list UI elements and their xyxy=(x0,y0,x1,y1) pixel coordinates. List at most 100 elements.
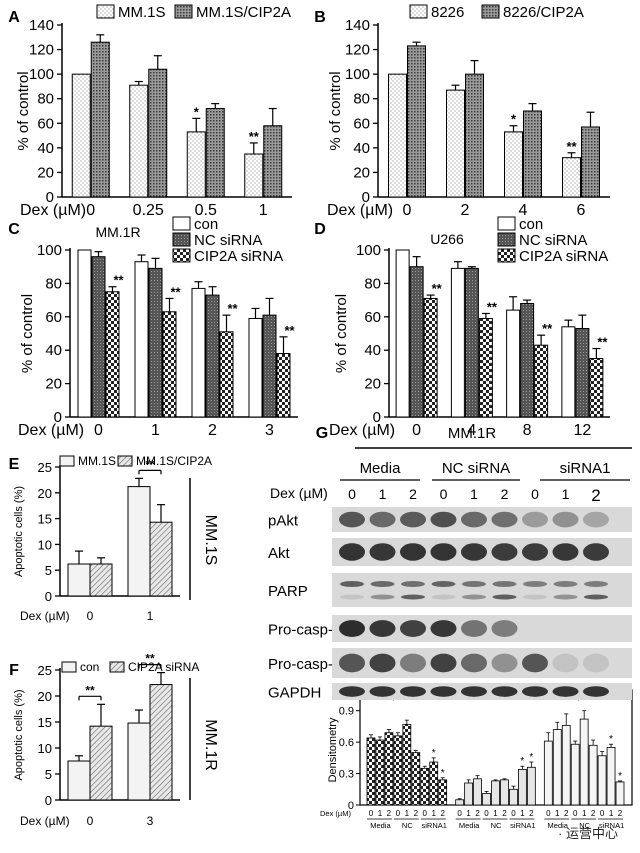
significance-stars: ** xyxy=(542,321,553,336)
y-tick-label: 60 xyxy=(37,115,54,132)
bar xyxy=(562,157,581,198)
bar xyxy=(570,743,580,806)
x-tick-label: 0 xyxy=(87,609,94,623)
dex-label: Dex (µM) xyxy=(270,485,328,501)
blot-row-label: GAPDH xyxy=(268,685,321,702)
y-tick-label: 0.6 xyxy=(339,737,354,749)
y-tick-label: 60 xyxy=(364,309,381,326)
y-tick-label: 20 xyxy=(37,164,54,181)
bar xyxy=(478,317,493,418)
x-tick-label: 0 xyxy=(403,202,412,219)
x-axis-label: Dex (µM) xyxy=(329,422,395,439)
blot-group-label: Media xyxy=(360,460,402,477)
significance-stars: ** xyxy=(145,652,155,666)
y-tick-label: 140 xyxy=(29,17,54,34)
blot-band xyxy=(339,620,365,637)
blot-band xyxy=(522,653,548,673)
blot-row-label: Pro-casp-9 xyxy=(268,656,341,673)
y-tick-label: 0 xyxy=(46,189,54,206)
blot-band xyxy=(552,511,579,528)
panel-letter: F xyxy=(9,662,19,679)
bar xyxy=(407,45,426,198)
bar xyxy=(597,755,607,806)
y-tick-label: 20 xyxy=(45,376,62,393)
bar xyxy=(450,267,465,418)
blot-band xyxy=(430,620,457,637)
panel-letter: D xyxy=(314,221,326,238)
subgroup-label: NC xyxy=(491,821,502,830)
bar xyxy=(552,729,562,806)
bar xyxy=(366,737,376,806)
blot-band xyxy=(400,511,426,528)
dose-label: 1 xyxy=(405,809,410,818)
blot-band xyxy=(552,653,579,673)
y-tick-label: 100 xyxy=(345,66,370,83)
bar xyxy=(149,521,173,597)
bar xyxy=(262,314,277,418)
blot-band xyxy=(584,594,608,600)
y-tick-label: 20 xyxy=(38,486,52,501)
blot-group-label: NC siRNA xyxy=(442,460,510,477)
blot-band xyxy=(430,653,457,673)
x-tick-label: 4 xyxy=(467,422,476,439)
dose-label: 2 xyxy=(502,809,507,818)
significance-stars: * xyxy=(511,112,517,127)
dose-label: 0 xyxy=(457,809,462,818)
legend-swatch xyxy=(172,248,191,263)
blot-band xyxy=(552,686,579,697)
cell-line-title: MM.1R xyxy=(448,425,497,442)
legend-swatch xyxy=(172,232,191,247)
bar xyxy=(263,125,283,198)
significance-star: * xyxy=(441,768,445,779)
blot-band xyxy=(461,511,487,528)
bar xyxy=(105,291,120,418)
bar xyxy=(402,723,412,806)
dose-label: 1 xyxy=(520,809,525,818)
significance-stars: ** xyxy=(487,299,498,314)
blot-band xyxy=(431,581,456,587)
y-tick-label: 80 xyxy=(37,91,54,108)
dose-label: 0 xyxy=(423,809,428,818)
blot-band xyxy=(430,686,457,697)
x-tick-label: 8 xyxy=(523,422,532,439)
panel-letter: C xyxy=(8,221,20,238)
y-tick-label: 80 xyxy=(45,275,62,292)
y-axis-label: Apoptotic cells (%) xyxy=(13,486,25,577)
bar xyxy=(67,760,91,801)
blot-band xyxy=(401,581,425,587)
legend-label: NC siRNA xyxy=(194,232,262,249)
bar xyxy=(520,302,535,418)
y-tick-label: 0 xyxy=(45,793,52,808)
chart-panel-e: E 0 5 10 15 20 25 Apoptotic cells (%) Dex (µM) 0 1… xyxy=(9,454,219,623)
legend-swatch xyxy=(481,4,500,19)
x-tick-label: 1 xyxy=(151,422,160,439)
bar xyxy=(534,344,549,418)
bar xyxy=(420,767,430,806)
y-tick-label: 140 xyxy=(345,17,370,34)
significance-stars: * xyxy=(194,104,200,119)
legend-label: CIP2A siRNA xyxy=(194,248,283,265)
dose-label: 1 xyxy=(493,809,498,818)
bar xyxy=(395,249,410,418)
y-axis-label: Densitometry xyxy=(327,717,339,782)
x-axis-label: Dex (µM) xyxy=(20,609,70,623)
bar xyxy=(219,331,234,418)
dose-label: 2 xyxy=(387,809,392,818)
y-tick-label: 100 xyxy=(29,66,54,83)
bar xyxy=(465,73,484,198)
blot-band xyxy=(369,543,396,561)
bar xyxy=(464,782,473,806)
bar xyxy=(606,746,616,806)
blot-band xyxy=(461,543,487,561)
dose-label: 2 xyxy=(409,486,417,502)
bar xyxy=(561,326,576,418)
bar xyxy=(523,110,542,198)
dose-label: 1 xyxy=(379,486,387,502)
legend-swatch xyxy=(409,4,428,19)
blot-band xyxy=(491,620,518,637)
y-tick-label: 5 xyxy=(45,563,52,578)
blot-band xyxy=(340,581,364,587)
dex-label: Dex (µM) xyxy=(320,809,351,818)
